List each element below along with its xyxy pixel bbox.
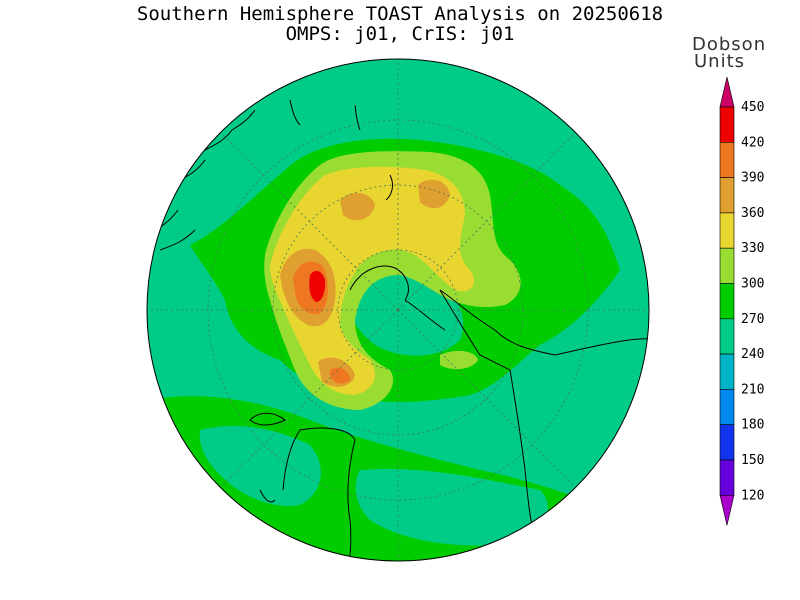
ozone-contour-240-270	[348, 270, 464, 356]
colorbar-tick-label: 330	[741, 241, 764, 256]
legend-unit-label: Units	[694, 51, 746, 72]
colorbar-tick-label: 300	[741, 277, 764, 292]
map-subtitle: OMPS: j01, CrIS: j01	[285, 23, 515, 45]
colorbar-band	[719, 424, 735, 461]
ozone-contour-300-330	[440, 350, 478, 370]
colorbar-band	[719, 212, 735, 249]
ozone-contour-390-420	[330, 367, 350, 384]
colorbar-ticks: 450 420 390 360 330 300 270 240 210 180 150 120	[741, 100, 764, 503]
colorbar-band	[719, 247, 735, 284]
colorbar-tick-label: 390	[741, 171, 764, 186]
map-title: Southern Hemisphere TOAST Analysis on 20…	[136, 3, 664, 25]
colorbar-tick-label: 270	[741, 312, 764, 327]
colorbar-band	[719, 318, 735, 355]
colorbar-band	[719, 353, 735, 390]
colorbar-band	[719, 459, 735, 496]
colorbar-tick-label: 210	[741, 382, 764, 397]
colorbar-band	[719, 283, 735, 320]
ozone-contour-240-270	[355, 468, 548, 546]
colorbar-band	[719, 389, 735, 425]
colorbar	[719, 76, 735, 526]
ozone-contour-240-270	[199, 425, 321, 506]
ozone-contour-360-390	[418, 179, 450, 209]
legend-unit-label: Dobson	[692, 34, 767, 55]
ozone-contour-360-390	[340, 193, 375, 221]
colorbar-tick-label: 150	[741, 453, 764, 468]
ozone-contour-270-300	[539, 221, 604, 295]
colorbar-tick-label: 420	[741, 135, 764, 150]
map-boundary	[146, 58, 650, 562]
colorbar-band	[719, 106, 735, 143]
colorbar-band	[719, 142, 735, 178]
colorbar-tick-label: 450	[741, 100, 764, 115]
colorbar-tick-label: 180	[741, 418, 764, 433]
colorbar-top-cap	[719, 76, 735, 108]
graticule	[148, 60, 648, 560]
colorbar-tick-label: 360	[741, 206, 764, 221]
ozone-contour-420-450	[309, 270, 326, 302]
colorbar-tick-label: 120	[741, 488, 764, 503]
colorbar-band	[719, 177, 735, 214]
colorbar-bottom-cap	[719, 494, 735, 526]
colorbar-tick-label: 240	[741, 347, 764, 362]
